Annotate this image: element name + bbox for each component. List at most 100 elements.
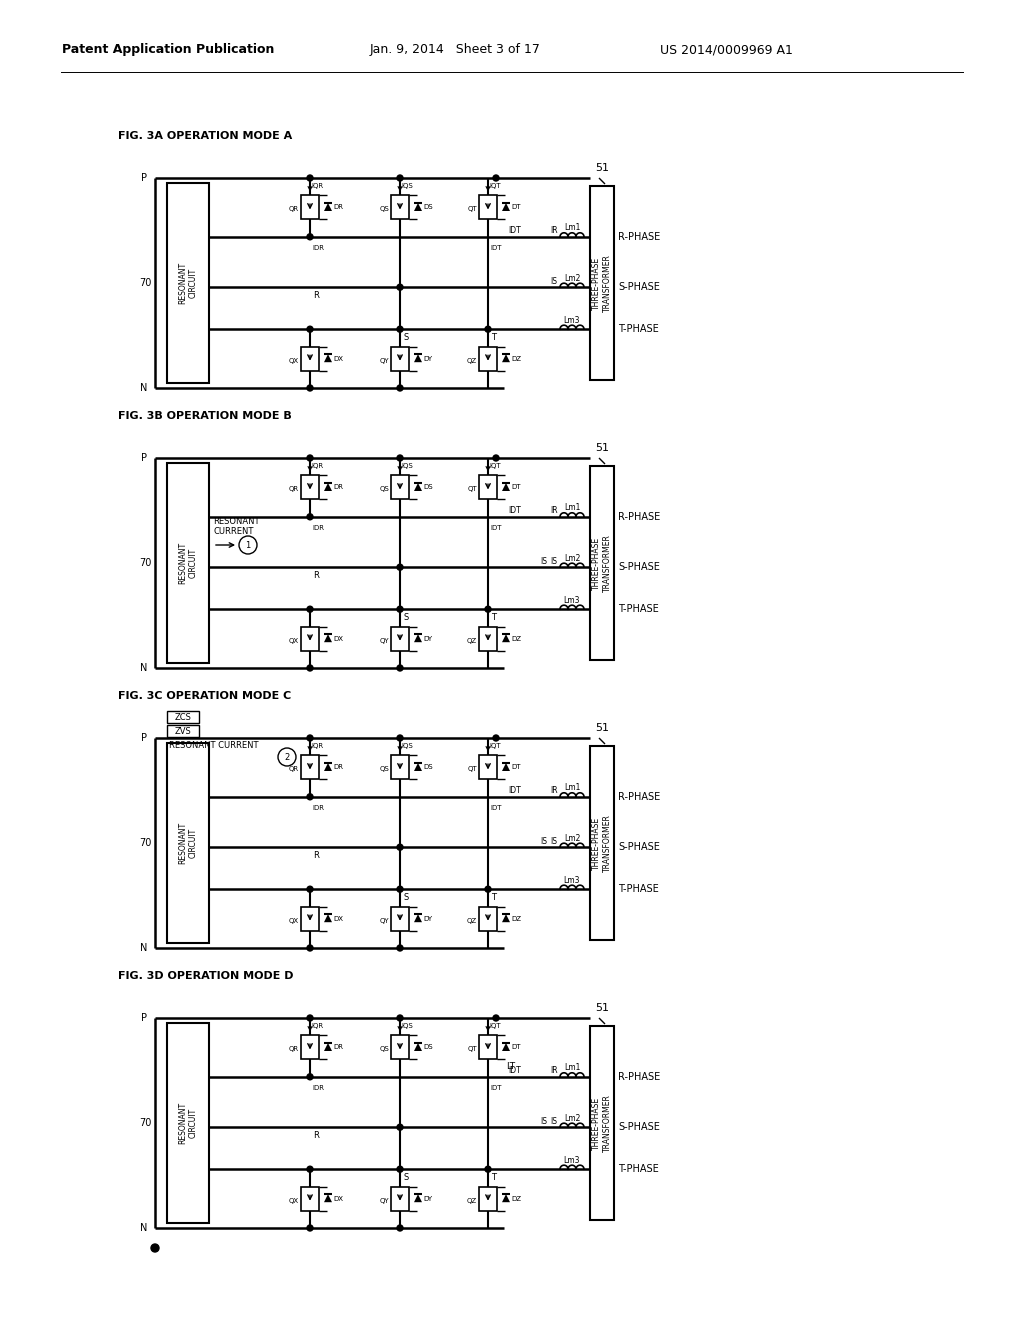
Text: Lm3: Lm3: [564, 1156, 581, 1164]
Text: R: R: [313, 292, 318, 300]
Polygon shape: [414, 634, 422, 643]
Text: S-PHASE: S-PHASE: [618, 562, 659, 572]
Text: S: S: [403, 333, 409, 342]
Bar: [167, 463, 209, 663]
Text: IDT: IDT: [508, 507, 521, 515]
Text: QT: QT: [467, 767, 477, 772]
Circle shape: [307, 513, 313, 520]
Polygon shape: [502, 354, 510, 362]
Text: IS: IS: [540, 837, 547, 846]
Polygon shape: [324, 634, 332, 643]
Text: DZ: DZ: [511, 355, 521, 362]
Text: ZCS: ZCS: [174, 713, 191, 722]
Text: QZ: QZ: [467, 358, 477, 363]
Circle shape: [307, 606, 313, 612]
Bar: [479, 195, 497, 219]
Text: 70: 70: [139, 279, 152, 288]
Circle shape: [485, 886, 490, 892]
Text: Lm2: Lm2: [564, 1114, 581, 1123]
Text: P: P: [141, 453, 147, 463]
Text: DR: DR: [333, 764, 343, 771]
Bar: [590, 466, 614, 660]
Text: FIG. 3A OPERATION MODE A: FIG. 3A OPERATION MODE A: [118, 131, 292, 141]
Circle shape: [307, 735, 313, 741]
Text: Lm2: Lm2: [564, 834, 581, 842]
Bar: [301, 347, 319, 371]
Text: IQS: IQS: [401, 463, 413, 470]
Text: LT: LT: [506, 1063, 515, 1072]
Text: DR: DR: [333, 484, 343, 491]
Text: IR: IR: [550, 226, 558, 235]
Bar: [391, 347, 409, 371]
Text: QT: QT: [467, 486, 477, 492]
Text: T-PHASE: T-PHASE: [618, 325, 658, 334]
Text: DT: DT: [511, 205, 520, 210]
Bar: [391, 1035, 409, 1060]
Text: 51: 51: [595, 444, 609, 453]
Text: 51: 51: [595, 1003, 609, 1012]
Text: RESONANT
CIRCUIT: RESONANT CIRCUIT: [178, 822, 198, 865]
Circle shape: [397, 326, 403, 333]
Polygon shape: [324, 1195, 332, 1203]
Polygon shape: [324, 763, 332, 771]
Text: Lm3: Lm3: [564, 315, 581, 325]
Text: THREE-PHASE
TRANSFORMER: THREE-PHASE TRANSFORMER: [592, 253, 611, 312]
Text: IQR: IQR: [311, 463, 324, 470]
Polygon shape: [502, 763, 510, 771]
Text: DT: DT: [511, 764, 520, 771]
Text: DR: DR: [333, 1044, 343, 1051]
Bar: [590, 186, 614, 380]
Text: T-PHASE: T-PHASE: [618, 1164, 658, 1175]
Circle shape: [397, 886, 403, 892]
Text: DZ: DZ: [511, 916, 521, 921]
Text: S-PHASE: S-PHASE: [618, 282, 659, 292]
Bar: [479, 475, 497, 499]
Text: THREE-PHASE
TRANSFORMER: THREE-PHASE TRANSFORMER: [592, 535, 611, 591]
Circle shape: [307, 1166, 313, 1172]
Text: DX: DX: [333, 916, 343, 921]
Text: QY: QY: [379, 358, 389, 363]
Text: RESONANT
CIRCUIT: RESONANT CIRCUIT: [178, 1102, 198, 1144]
Polygon shape: [324, 354, 332, 362]
Text: IDT: IDT: [490, 1085, 502, 1090]
Circle shape: [397, 845, 403, 850]
Text: QX: QX: [289, 917, 299, 924]
Text: IS: IS: [540, 557, 547, 566]
Text: ZVS: ZVS: [175, 726, 191, 735]
Text: RESONANT
CIRCUIT: RESONANT CIRCUIT: [178, 261, 198, 304]
Text: T: T: [490, 894, 496, 902]
Text: DY: DY: [423, 636, 432, 642]
Circle shape: [397, 606, 403, 612]
Polygon shape: [502, 483, 510, 491]
Polygon shape: [414, 915, 422, 923]
Text: T-PHASE: T-PHASE: [618, 884, 658, 894]
Circle shape: [307, 886, 313, 892]
Bar: [479, 1035, 497, 1060]
Text: 70: 70: [139, 1118, 152, 1129]
Circle shape: [397, 176, 403, 181]
Bar: [391, 1187, 409, 1210]
Text: DS: DS: [423, 484, 432, 491]
Text: 1: 1: [246, 540, 251, 549]
Text: IQR: IQR: [311, 743, 324, 750]
Text: DY: DY: [423, 355, 432, 362]
Text: DX: DX: [333, 636, 343, 642]
Polygon shape: [502, 1195, 510, 1203]
Text: IDT: IDT: [490, 244, 502, 251]
Text: CURRENT: CURRENT: [213, 527, 253, 536]
Text: IS: IS: [550, 837, 557, 846]
Polygon shape: [502, 915, 510, 923]
Text: DS: DS: [423, 1044, 432, 1051]
Text: THREE-PHASE
TRANSFORMER: THREE-PHASE TRANSFORMER: [592, 1094, 611, 1152]
Circle shape: [397, 455, 403, 461]
Circle shape: [397, 564, 403, 570]
Bar: [479, 627, 497, 651]
Text: QX: QX: [289, 358, 299, 363]
Text: IQT: IQT: [489, 183, 501, 189]
Text: R-PHASE: R-PHASE: [618, 792, 660, 801]
Text: R-PHASE: R-PHASE: [618, 512, 660, 521]
Polygon shape: [324, 915, 332, 923]
Bar: [167, 711, 199, 723]
Bar: [391, 195, 409, 219]
Text: DX: DX: [333, 1196, 343, 1201]
